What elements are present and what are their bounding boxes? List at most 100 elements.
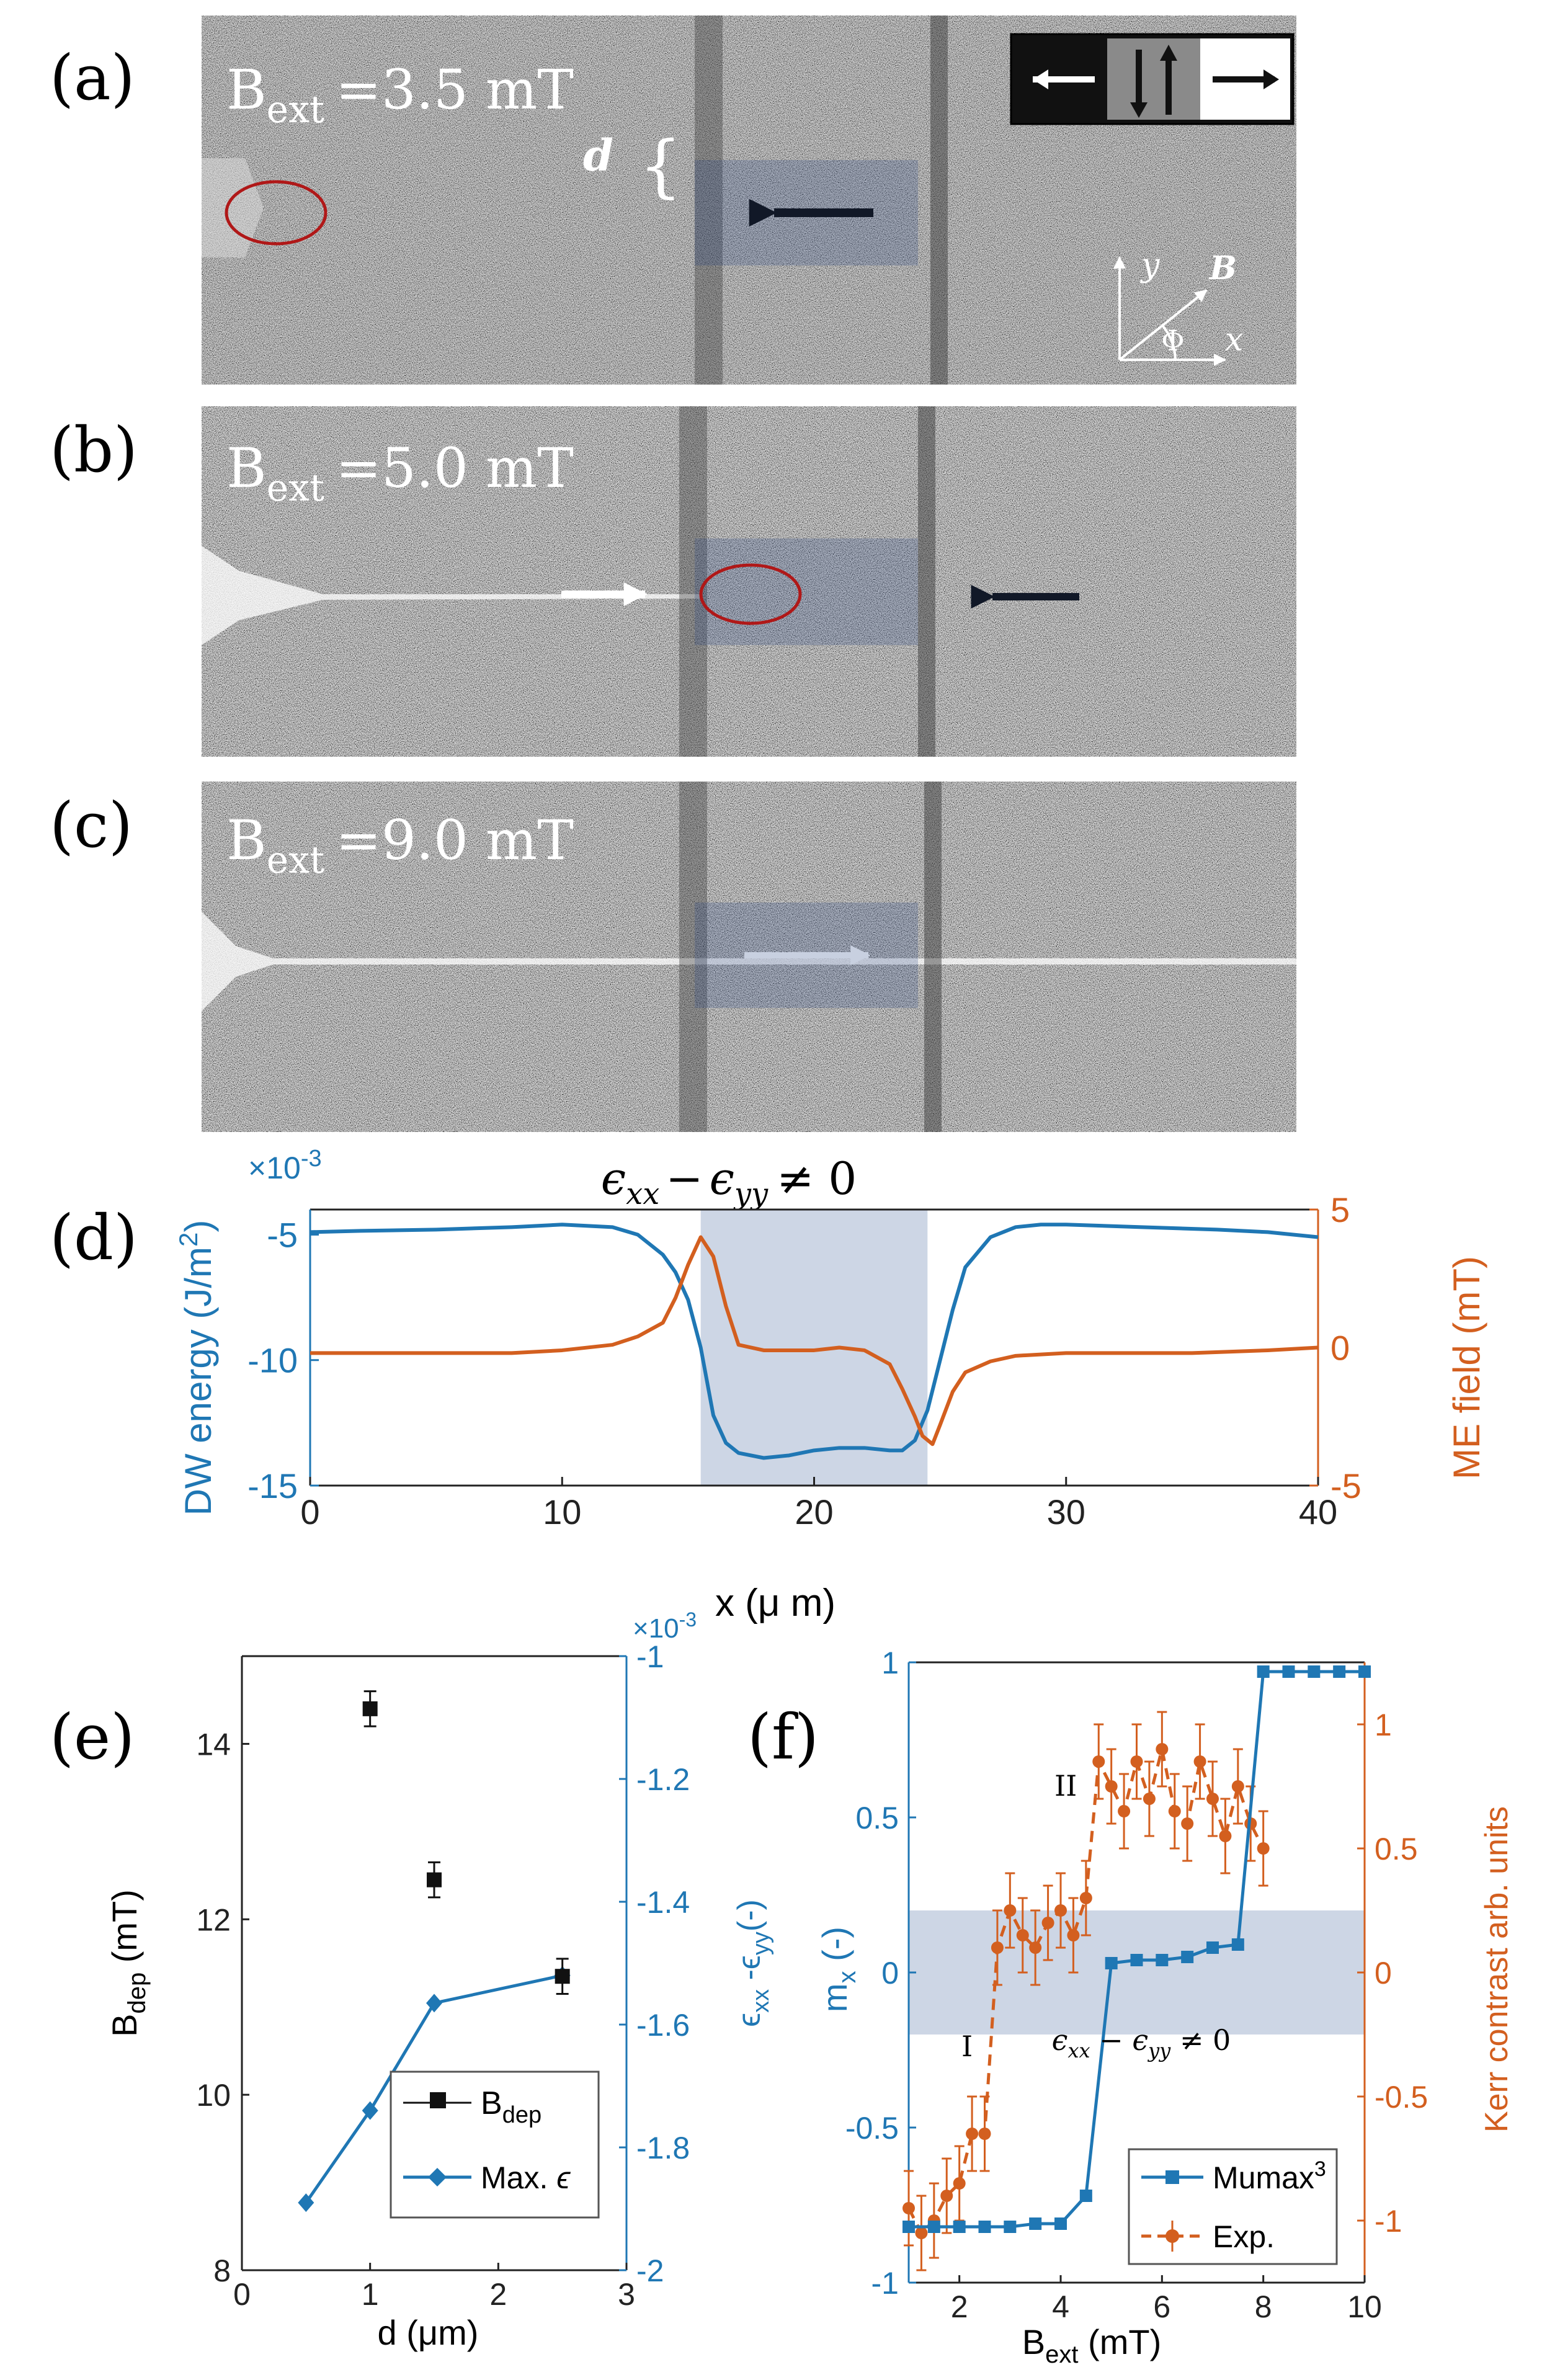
axes-inset [1113, 256, 1226, 366]
legend-square-icon [1165, 2170, 1179, 2184]
x-tick-label: 0 [300, 1492, 319, 1531]
chart-d-xlabel: x (μ m) [715, 1582, 836, 1625]
field-label-c: Bext =9.0 mT [226, 808, 574, 882]
data-point-exp [1067, 1929, 1080, 1941]
data-point-exp [1219, 1830, 1232, 1842]
chart-f: (f) 2 4 6 8 10 1 0.5 0 -0.5 -1 1 0.5 0 -0.5 -1 ϵxx − ϵ… [747, 1646, 1515, 2368]
legend-eps-label: Max. ϵ [481, 2160, 571, 2195]
chart-e-ylabel-right: ϵxx -ϵyy(-) [731, 1899, 774, 2027]
magnetization-legend-box [1010, 33, 1295, 125]
chart-e-ylabel-left: Bdep (mT) [105, 1889, 151, 2037]
y-tick-label-left: -0.5 [845, 2111, 899, 2146]
data-point-exp [1156, 1743, 1169, 1755]
panel-label-e: (e) [50, 1701, 135, 1773]
chart-f-ylabel-right: Kerr contrast arb. units [1479, 1806, 1515, 2133]
y-tick-label-left: 8 [213, 2253, 231, 2288]
data-point-mumax [1181, 1951, 1194, 1963]
x-tick-label: 30 [1047, 1492, 1085, 1531]
series-max-eps-line [305, 1974, 563, 2204]
data-point-exp [1130, 1755, 1143, 1768]
data-point-exp [1054, 1904, 1067, 1917]
data-point-mumax [902, 2221, 915, 2233]
kerr-image-b [202, 406, 1296, 757]
panel-label-f: (f) [747, 1701, 819, 1773]
y-tick-label-right: 0 [1330, 1329, 1350, 1368]
x-tick-label: 40 [1299, 1492, 1337, 1531]
x-tick-label: 10 [543, 1492, 581, 1531]
data-point-exp [1168, 1805, 1181, 1817]
y-tick-label-left: -15 [247, 1466, 298, 1505]
chart-e-legend: Bdep Max. ϵ [390, 2070, 600, 2219]
y-tick-label-right: 1 [1375, 1708, 1392, 1742]
data-point-exp [991, 1941, 1004, 1954]
data-point-exp [1143, 1793, 1156, 1805]
data-point-exp [1079, 1892, 1092, 1904]
data-point-mumax [1231, 1938, 1244, 1951]
y-tick-label-right: 0 [1375, 1956, 1392, 1990]
y-tick-label-left: 0.5 [855, 1801, 899, 1835]
y-tick-label-right: -1 [1375, 2204, 1402, 2239]
dw-circle [699, 563, 802, 625]
data-point-eps [298, 2193, 314, 2213]
data-point-mumax [953, 2221, 966, 2233]
y-tick-label-right: -1.4 [636, 1885, 690, 1920]
chart-f-annotation: ϵxx − ϵyy ≠ 0 [1052, 2023, 1231, 2062]
data-point-exp [915, 2227, 928, 2239]
axis-x-label: x [1225, 321, 1243, 359]
shaded-region [700, 1210, 928, 1486]
series-dw-energy [310, 1223, 1319, 1460]
chart-d-ylabel-left: DW energy (J/m2) [174, 1220, 219, 1516]
data-point-mumax [1054, 2217, 1067, 2230]
chart-f-xlabel: Bext (mT) [1022, 2322, 1161, 2368]
panel-label-a: (a) [50, 42, 135, 114]
data-point-mumax [1105, 1957, 1118, 1969]
panel-label-b: (b) [50, 414, 138, 486]
data-point-mumax [1308, 1665, 1321, 1678]
legend-exp-label: Exp. [1213, 2219, 1275, 2254]
data-point-mumax [1130, 1954, 1143, 1966]
data-point-exp [902, 2202, 915, 2214]
data-point-eps [426, 1994, 442, 2013]
y-tick-label-right: -1 [636, 1639, 664, 1674]
y-tick-label-left: 12 [196, 1902, 231, 1937]
chart-e-xlabel: d (μm) [378, 2313, 479, 2352]
panel-label-d: (d) [50, 1201, 138, 1274]
y-tick-label-right: -1.6 [636, 2008, 690, 2043]
strain-region [695, 538, 918, 645]
data-point-bdep [427, 1872, 442, 1888]
y-tick-label-right: -2 [636, 2253, 664, 2288]
data-point-exp [1181, 1817, 1194, 1830]
y-tick-label-left: 14 [196, 1727, 231, 1762]
data-point-mumax [1333, 1665, 1346, 1678]
y-tick-label-right: -1.8 [636, 2131, 690, 2165]
data-point-exp [940, 2190, 953, 2202]
y-tick-label-left: -10 [247, 1341, 298, 1380]
data-point-exp [1105, 1780, 1118, 1793]
data-point-mumax [1029, 2217, 1042, 2230]
brace-icon: { [639, 126, 682, 205]
dw-circle [225, 180, 328, 246]
chart-e-right-multiplier: ×10-3 [633, 1608, 697, 1644]
field-vector-label: B [1208, 249, 1237, 287]
data-point-exp [1231, 1780, 1244, 1793]
y-tick-label-left: 0 [881, 1956, 899, 1990]
data-point-exp [1206, 1793, 1219, 1805]
x-tick-label: 2 [951, 2289, 968, 2324]
data-point-exp [1029, 1941, 1042, 1954]
data-point-mumax [978, 2221, 991, 2233]
series-exp-line [907, 1749, 1265, 2236]
data-point-exp [966, 2128, 979, 2140]
legend-diamond-icon [428, 2168, 447, 2186]
data-point-mumax [1004, 2221, 1017, 2233]
data-point-exp [1041, 1917, 1054, 1929]
x-tick-label: 6 [1153, 2289, 1170, 2324]
data-point-exp [1092, 1755, 1105, 1768]
panel-label-c: (c) [50, 789, 133, 862]
field-label-a: Bext =3.5 mT [226, 58, 574, 131]
data-point-mumax [1206, 1941, 1219, 1954]
field-label-b: Bext =5.0 mT [226, 436, 574, 510]
chart-d-ylabel-right: ME field (mT) [1446, 1256, 1487, 1479]
region-label-2: II [1054, 1769, 1077, 1803]
